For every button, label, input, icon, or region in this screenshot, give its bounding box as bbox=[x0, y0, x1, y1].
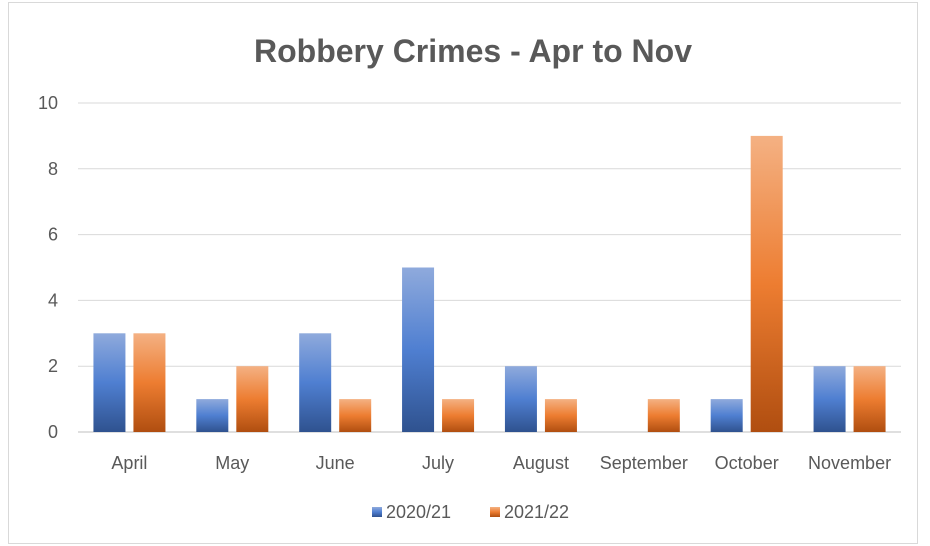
x-tick-label: September bbox=[600, 453, 688, 473]
y-tick-label: 8 bbox=[48, 159, 58, 179]
bar-2021-22-august bbox=[544, 399, 577, 432]
bar-2020-21-november bbox=[813, 366, 846, 432]
y-tick-label: 2 bbox=[48, 356, 58, 376]
legend-label: 2021/22 bbox=[504, 502, 569, 522]
x-tick-label: August bbox=[513, 453, 569, 473]
y-tick-label: 10 bbox=[38, 93, 58, 113]
y-axis: 0 2 4 6 8 10 bbox=[38, 93, 58, 442]
bar-2021-22-october bbox=[750, 135, 783, 432]
y-tick-label: 4 bbox=[48, 290, 58, 310]
bar-2020-21-july bbox=[402, 267, 435, 432]
x-tick-label: April bbox=[111, 453, 147, 473]
bar-2021-22-may bbox=[236, 366, 269, 432]
bar-2020-21-june bbox=[299, 333, 332, 432]
bar-2021-22-november bbox=[853, 366, 886, 432]
legend: 2020/21 2021/22 bbox=[372, 502, 569, 522]
x-tick-label: July bbox=[422, 453, 454, 473]
x-tick-label: October bbox=[715, 453, 779, 473]
bar-2020-21-august bbox=[504, 366, 537, 432]
bars bbox=[93, 135, 886, 432]
bar-2021-22-july bbox=[442, 399, 475, 432]
chart-title: Robbery Crimes - Apr to Nov bbox=[254, 33, 692, 69]
bar-2020-21-october bbox=[710, 399, 743, 432]
x-tick-label: May bbox=[215, 453, 249, 473]
x-axis: April May June July August September October No… bbox=[111, 453, 891, 473]
bar-2020-21-may bbox=[196, 399, 229, 432]
legend-swatch bbox=[490, 507, 500, 517]
bar-2021-22-june bbox=[339, 399, 372, 432]
bar-2021-22-september bbox=[647, 399, 680, 432]
x-tick-label: June bbox=[316, 453, 355, 473]
y-tick-label: 6 bbox=[48, 225, 58, 245]
bar-2020-21-april bbox=[93, 333, 126, 432]
x-tick-label: November bbox=[808, 453, 891, 473]
bar-2021-22-april bbox=[133, 333, 166, 432]
legend-label: 2020/21 bbox=[386, 502, 451, 522]
y-tick-label: 0 bbox=[48, 422, 58, 442]
legend-swatch bbox=[372, 507, 382, 517]
